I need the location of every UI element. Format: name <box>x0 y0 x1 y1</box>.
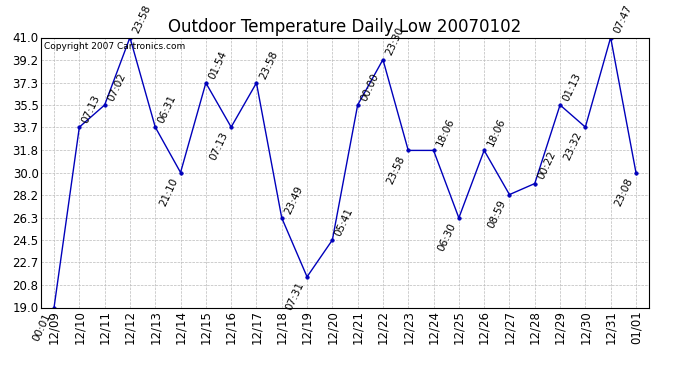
Text: 07:47: 07:47 <box>612 4 633 35</box>
Text: 06:31: 06:31 <box>157 93 178 124</box>
Text: 23:32: 23:32 <box>562 131 584 162</box>
Text: 07:13: 07:13 <box>81 93 102 124</box>
Text: 01:13: 01:13 <box>561 71 583 102</box>
Text: 07:13: 07:13 <box>208 131 230 162</box>
Text: 01:54: 01:54 <box>207 49 229 81</box>
Text: 23:49: 23:49 <box>283 184 305 216</box>
Text: 07:02: 07:02 <box>106 71 128 102</box>
Text: 06:30: 06:30 <box>436 222 457 253</box>
Title: Outdoor Temperature Daily Low 20070102: Outdoor Temperature Daily Low 20070102 <box>168 18 522 36</box>
Text: 23:58: 23:58 <box>131 3 153 35</box>
Text: 00:00: 00:00 <box>359 72 380 102</box>
Text: 23:30: 23:30 <box>384 26 406 57</box>
Text: 18:06: 18:06 <box>435 117 457 148</box>
Text: 08:59: 08:59 <box>486 198 508 230</box>
Text: 18:06: 18:06 <box>485 117 507 148</box>
Text: 21:10: 21:10 <box>157 176 179 208</box>
Text: 23:58: 23:58 <box>385 154 407 186</box>
Text: Copyright 2007 Cartronics.com: Copyright 2007 Cartronics.com <box>44 42 186 51</box>
Text: 23:58: 23:58 <box>257 49 279 81</box>
Text: 07:31: 07:31 <box>284 280 306 312</box>
Text: 00:01: 00:01 <box>31 311 52 342</box>
Text: 00:22: 00:22 <box>536 150 558 181</box>
Text: 23:08: 23:08 <box>613 176 635 208</box>
Text: 05:41: 05:41 <box>334 206 355 237</box>
